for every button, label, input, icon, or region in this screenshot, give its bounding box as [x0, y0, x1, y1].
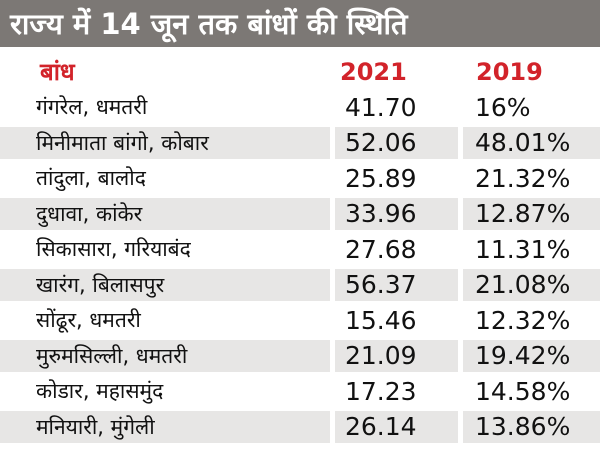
value-2019: 12.87%	[458, 197, 600, 230]
dam-name: खारंग, बिलासपुर	[0, 268, 330, 301]
value-2019: 21.32%	[458, 162, 600, 195]
dam-name: गंगरेल, धमतरी	[0, 91, 330, 124]
value-2019: 48.01%	[458, 126, 600, 159]
table-row: मुरुमसिल्ली, धमतरी 21.09 19.42%	[0, 339, 600, 372]
value-2021: 52.06	[330, 126, 458, 159]
header-2021: 2021	[330, 55, 458, 88]
value-2021: 56.37	[330, 268, 458, 301]
value-2019: 13.86%	[458, 410, 600, 443]
value-2021: 25.89	[330, 162, 458, 195]
table-header-row: बांध 2021 2019	[0, 55, 600, 88]
value-2021: 17.23	[330, 375, 458, 408]
value-2021: 41.70	[330, 91, 458, 124]
table-row: मनियारी, मुंगेली 26.14 13.86%	[0, 410, 600, 443]
value-2019: 12.32%	[458, 304, 600, 337]
table-row: खारंग, बिलासपुर 56.37 21.08%	[0, 268, 600, 301]
dam-name: तांदुला, बालोद	[0, 162, 330, 195]
page-title: राज्य में 14 जून तक बांधों की स्थिति	[0, 0, 600, 47]
value-2021: 21.09	[330, 339, 458, 372]
dam-name: मिनीमाता बांगो, कोबार	[0, 126, 330, 159]
dam-name: मनियारी, मुंगेली	[0, 410, 330, 443]
dam-name: सोंढूर, धमतरी	[0, 304, 330, 337]
table-row: कोडार, महासमुंद 17.23 14.58%	[0, 375, 600, 408]
value-2021: 33.96	[330, 197, 458, 230]
table-row: तांदुला, बालोद 25.89 21.32%	[0, 162, 600, 195]
table-row: गंगरेल, धमतरी 41.70 16%	[0, 91, 600, 124]
table-row: मिनीमाता बांगो, कोबार 52.06 48.01%	[0, 126, 600, 159]
header-dam: बांध	[0, 55, 330, 88]
dam-name: सिकासारा, गरियाबंद	[0, 233, 330, 266]
dam-name: मुरुमसिल्ली, धमतरी	[0, 339, 330, 372]
table-row: दुधावा, कांकेर 33.96 12.87%	[0, 197, 600, 230]
value-2019: 16%	[458, 91, 600, 124]
dam-table: बांध 2021 2019 गंगरेल, धमतरी 41.70 16% म…	[0, 52, 600, 446]
value-2021: 27.68	[330, 233, 458, 266]
header-2019: 2019	[458, 55, 600, 88]
value-2019: 11.31%	[458, 233, 600, 266]
value-2019: 14.58%	[458, 375, 600, 408]
value-2019: 21.08%	[458, 268, 600, 301]
value-2021: 15.46	[330, 304, 458, 337]
dam-name: दुधावा, कांकेर	[0, 197, 330, 230]
table-row: सोंढूर, धमतरी 15.46 12.32%	[0, 304, 600, 337]
value-2019: 19.42%	[458, 339, 600, 372]
value-2021: 26.14	[330, 410, 458, 443]
table-row: सिकासारा, गरियाबंद 27.68 11.31%	[0, 233, 600, 266]
dam-name: कोडार, महासमुंद	[0, 375, 330, 408]
